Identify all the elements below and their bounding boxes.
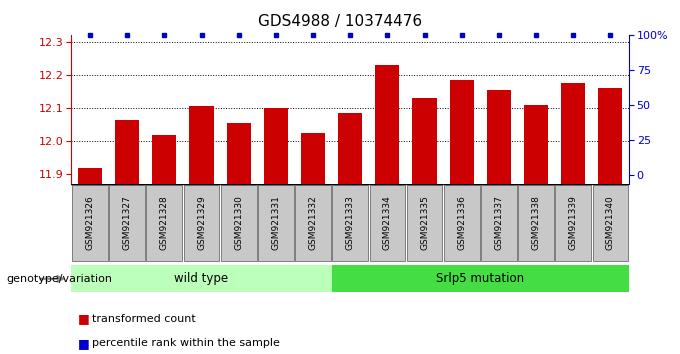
FancyBboxPatch shape [518, 185, 554, 261]
FancyBboxPatch shape [481, 185, 517, 261]
Bar [598, 88, 622, 184]
Text: percentile rank within the sample: percentile rank within the sample [92, 338, 279, 348]
Text: GSM921332: GSM921332 [309, 196, 318, 250]
FancyBboxPatch shape [258, 185, 294, 261]
Text: ■: ■ [78, 312, 90, 325]
FancyBboxPatch shape [333, 185, 368, 261]
Text: ■: ■ [78, 337, 90, 350]
Bar [561, 83, 585, 184]
Text: GSM921334: GSM921334 [383, 196, 392, 250]
FancyBboxPatch shape [332, 265, 629, 292]
Text: GSM921336: GSM921336 [457, 195, 466, 251]
Text: GSM921338: GSM921338 [532, 195, 541, 251]
Bar [78, 167, 102, 184]
FancyBboxPatch shape [146, 185, 182, 261]
Text: GSM921335: GSM921335 [420, 195, 429, 251]
FancyBboxPatch shape [407, 185, 443, 261]
FancyBboxPatch shape [556, 185, 591, 261]
Bar [487, 90, 511, 184]
Text: GSM921331: GSM921331 [271, 195, 280, 251]
Bar [190, 107, 214, 184]
Bar [264, 108, 288, 184]
Bar [524, 105, 548, 184]
Text: GSM921340: GSM921340 [606, 196, 615, 250]
Bar [449, 80, 474, 184]
Text: genotype/variation: genotype/variation [7, 274, 113, 284]
Text: GSM921329: GSM921329 [197, 196, 206, 250]
FancyBboxPatch shape [369, 185, 405, 261]
Bar [338, 113, 362, 184]
FancyBboxPatch shape [295, 185, 331, 261]
Text: wild type: wild type [175, 272, 228, 285]
Text: GSM921337: GSM921337 [494, 195, 503, 251]
Text: GSM921339: GSM921339 [568, 195, 578, 251]
Text: Srlp5 mutation: Srlp5 mutation [437, 272, 524, 285]
Text: GSM921327: GSM921327 [122, 196, 132, 250]
Text: GSM921326: GSM921326 [86, 196, 95, 250]
FancyBboxPatch shape [444, 185, 479, 261]
Bar [226, 123, 251, 184]
FancyBboxPatch shape [221, 185, 256, 261]
Bar [152, 135, 176, 184]
Bar [115, 120, 139, 184]
Bar [413, 98, 437, 184]
FancyBboxPatch shape [72, 185, 108, 261]
Text: GSM921330: GSM921330 [234, 195, 243, 251]
FancyBboxPatch shape [592, 185, 628, 261]
FancyBboxPatch shape [109, 185, 145, 261]
Bar [301, 133, 325, 184]
FancyBboxPatch shape [184, 185, 220, 261]
Text: GSM921328: GSM921328 [160, 196, 169, 250]
FancyBboxPatch shape [71, 265, 332, 292]
Text: transformed count: transformed count [92, 314, 196, 324]
Bar [375, 65, 399, 184]
Text: GDS4988 / 10374476: GDS4988 / 10374476 [258, 14, 422, 29]
Text: GSM921333: GSM921333 [345, 195, 355, 251]
